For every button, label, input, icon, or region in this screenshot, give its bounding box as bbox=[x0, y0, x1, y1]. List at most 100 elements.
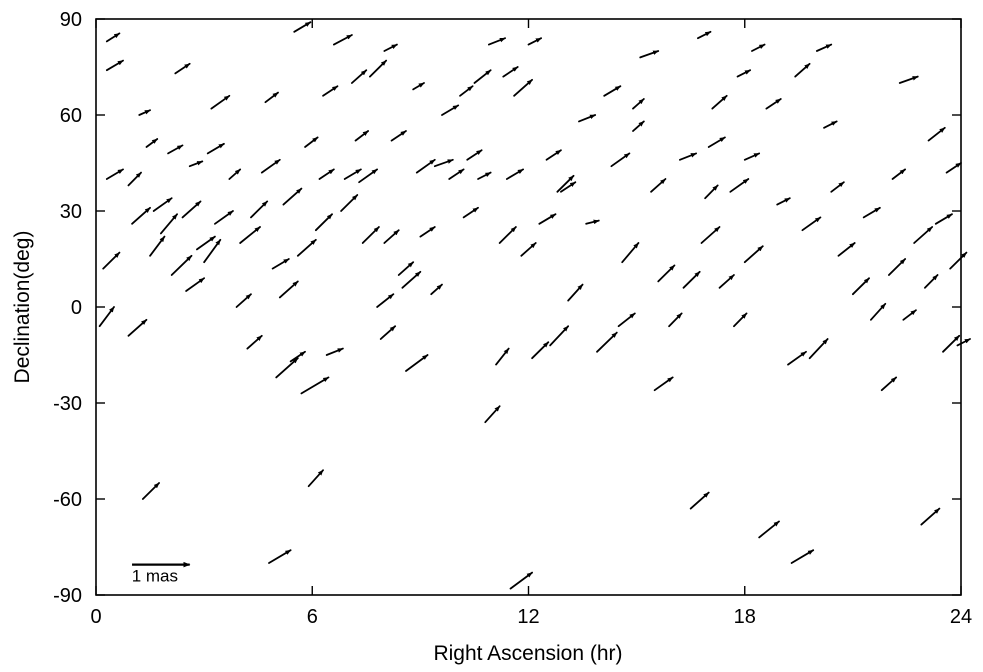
vector-arrow bbox=[949, 251, 968, 270]
vector-arrow bbox=[700, 226, 721, 244]
vector-arrow bbox=[433, 158, 454, 168]
vector-arrow bbox=[419, 226, 436, 238]
vector-arrow bbox=[127, 171, 142, 187]
vector-arrow bbox=[678, 152, 697, 161]
vector-arrow bbox=[98, 306, 115, 328]
vector-arrow bbox=[401, 270, 422, 289]
vector-arrow bbox=[621, 242, 640, 264]
vector-arrow bbox=[354, 130, 370, 142]
vector-arrow bbox=[898, 75, 919, 84]
vector-arrow bbox=[556, 174, 575, 193]
vector-arrow bbox=[531, 341, 550, 360]
vector-arrow bbox=[578, 114, 597, 123]
vector-arrow bbox=[743, 152, 761, 161]
x-axis-title: Right Ascension (hr) bbox=[433, 642, 622, 665]
vector-arrow bbox=[170, 254, 193, 276]
vector-arrow bbox=[275, 357, 299, 379]
vector-arrow bbox=[505, 168, 524, 180]
vector-arrow bbox=[340, 194, 359, 212]
vector-arrow bbox=[920, 507, 941, 526]
plot-frame bbox=[95, 18, 962, 596]
vector-arrow bbox=[560, 181, 577, 193]
vector-arrow bbox=[869, 302, 887, 321]
vector-arrow bbox=[513, 78, 534, 97]
vector-arrow bbox=[214, 210, 234, 225]
vector-arrow bbox=[495, 347, 510, 366]
vector-arrow bbox=[127, 318, 148, 337]
vector-arrow bbox=[322, 85, 339, 97]
y-tick-label: 0 bbox=[71, 297, 82, 319]
vector-arrow bbox=[891, 168, 907, 180]
vector-arrow bbox=[307, 469, 324, 488]
vector-arrow bbox=[210, 94, 231, 110]
y-tick-label: -90 bbox=[53, 585, 82, 607]
vector-arrow bbox=[801, 216, 822, 232]
vector-arrow bbox=[527, 37, 543, 46]
vector-arrow bbox=[956, 338, 971, 347]
vector-arrow bbox=[289, 350, 306, 363]
vector-arrow bbox=[278, 280, 299, 299]
vector-arrow bbox=[293, 21, 312, 33]
vector-arrow bbox=[145, 138, 159, 148]
vector-arrow bbox=[776, 197, 791, 206]
vector-arrow bbox=[830, 181, 845, 193]
vector-arrow bbox=[502, 66, 519, 78]
vector-arrow bbox=[343, 168, 362, 180]
vector-arrow bbox=[942, 334, 961, 353]
vector-arrow bbox=[250, 200, 269, 219]
vector-arrow bbox=[689, 491, 710, 510]
vector-arrow bbox=[509, 571, 534, 590]
vector-arrow bbox=[718, 274, 735, 289]
vector-arrow bbox=[188, 160, 204, 168]
vector-arrow bbox=[459, 85, 474, 97]
vector-arrow bbox=[228, 168, 242, 180]
vector-arrow bbox=[585, 219, 600, 225]
y-tick-label: 30 bbox=[60, 201, 82, 223]
y-tick-label: 60 bbox=[60, 105, 82, 127]
vector-arrow bbox=[174, 62, 191, 75]
vector-arrow bbox=[945, 162, 962, 174]
vector-arrow bbox=[206, 142, 225, 155]
vector-arrow bbox=[617, 312, 636, 328]
x-tick-label: 12 bbox=[517, 606, 539, 628]
vector-arrow bbox=[934, 213, 953, 225]
vector-arrow bbox=[383, 43, 398, 52]
y-tick-label: 90 bbox=[60, 9, 82, 31]
vector-arrow bbox=[924, 274, 939, 289]
vector-arrow bbox=[412, 82, 425, 91]
vector-arrow bbox=[596, 331, 618, 353]
vector-arrow bbox=[102, 251, 121, 270]
vector-arrow bbox=[181, 200, 202, 219]
vector-arrow bbox=[131, 206, 151, 225]
vector-arrow bbox=[105, 59, 124, 72]
vector-arrow bbox=[185, 277, 206, 292]
vector-arrow bbox=[105, 32, 121, 43]
vector-arrow bbox=[235, 293, 252, 308]
vector-arrow bbox=[141, 482, 160, 500]
vector-arrow bbox=[729, 178, 750, 193]
vector-arrow bbox=[610, 152, 631, 168]
vector-arrow bbox=[462, 206, 479, 219]
vector-arrow bbox=[332, 34, 353, 46]
x-tick-label: 18 bbox=[734, 606, 756, 628]
vector-arrow bbox=[296, 238, 317, 257]
tick-marks bbox=[95, 18, 962, 596]
vector-arrow bbox=[653, 376, 674, 392]
vector-arrow bbox=[369, 59, 388, 78]
vector-arrow bbox=[704, 184, 719, 200]
vector-arrow bbox=[682, 270, 701, 289]
vector-arrow bbox=[405, 354, 429, 372]
vector-arrow bbox=[751, 43, 766, 52]
vector-arrow bbox=[282, 187, 303, 206]
vector-arrow bbox=[862, 206, 881, 219]
vector-arrow bbox=[913, 226, 934, 244]
vector-arrow bbox=[815, 43, 833, 52]
y-axis-title: Declination(deg) bbox=[11, 231, 34, 384]
vector-arrow bbox=[650, 178, 667, 193]
vector-arrow bbox=[707, 136, 726, 148]
vector-arrow bbox=[538, 213, 557, 225]
vector-arrow bbox=[837, 242, 856, 257]
vector-arrow bbox=[733, 312, 748, 328]
vector-arrow bbox=[358, 168, 379, 184]
vector-arrow bbox=[696, 30, 712, 40]
